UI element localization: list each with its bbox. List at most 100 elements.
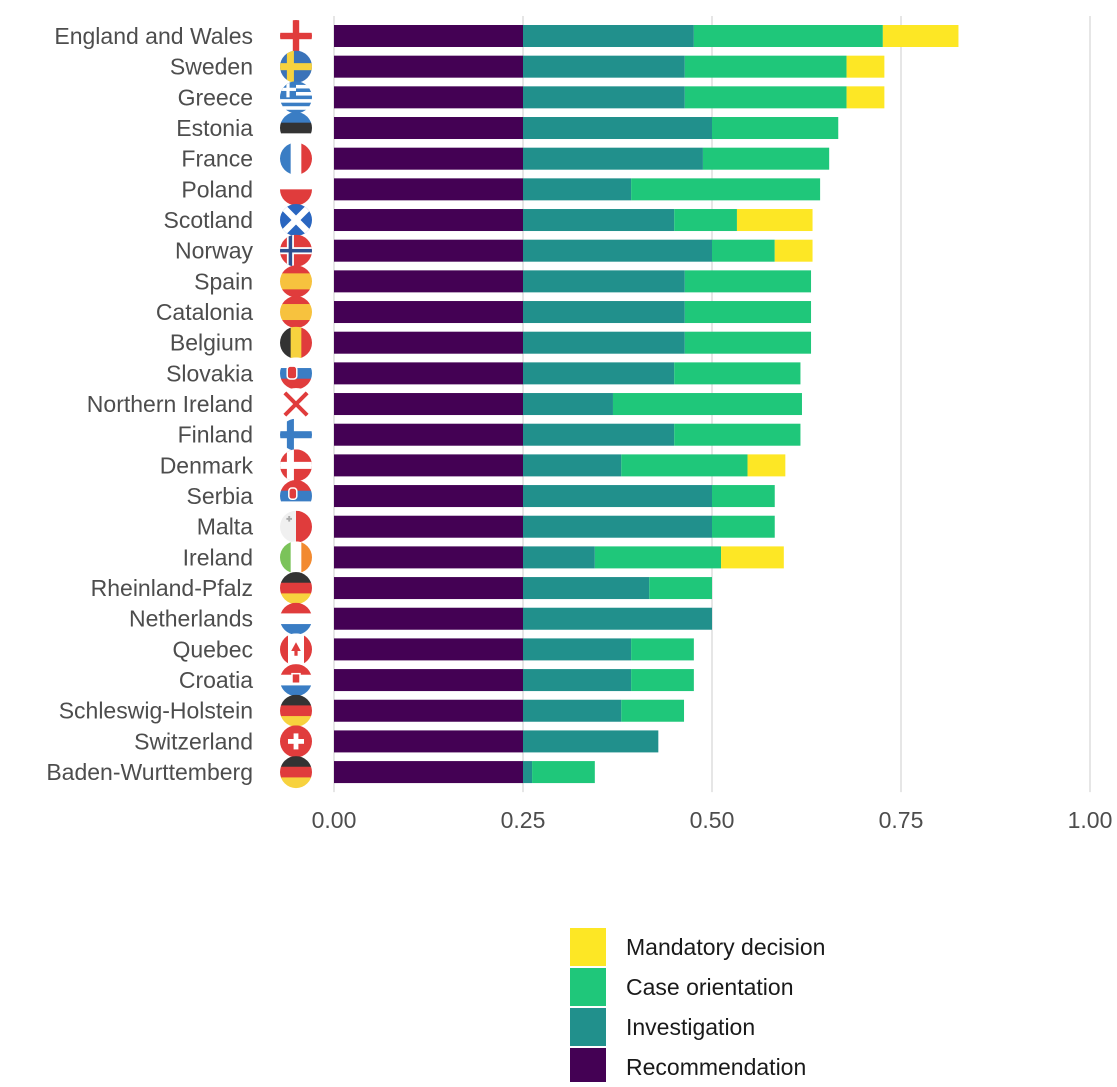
legend-label: Investigation	[626, 1014, 755, 1040]
bar-segment-recommendation	[334, 270, 523, 293]
sweden-flag-icon	[280, 50, 312, 83]
bar-segment-investigation	[523, 209, 675, 232]
bar-segment-recommendation	[334, 607, 523, 630]
serbia-flag-icon	[280, 480, 312, 513]
category-label: Northern Ireland	[87, 391, 253, 417]
bar-segment-case-orientation	[594, 546, 722, 569]
category-label: Belgium	[170, 330, 253, 356]
bar-segment-case-orientation	[712, 515, 775, 538]
bar-segment-case-orientation	[684, 331, 812, 354]
bar-segment-recommendation	[334, 699, 523, 722]
legend-swatch	[570, 968, 606, 1006]
bar-segment-mandatory-decision	[736, 209, 813, 232]
denmark-flag-icon	[280, 449, 312, 482]
spain-flag-icon	[280, 265, 312, 298]
bar-segment-investigation	[523, 301, 685, 324]
switzerland-flag-icon	[280, 725, 312, 758]
germany-flag-icon	[280, 694, 312, 727]
bar-segment-recommendation	[334, 730, 523, 753]
bar-segment-recommendation	[334, 485, 523, 508]
bar-segment-investigation	[523, 362, 675, 385]
legend: Mandatory decision Case orientation Invest…	[570, 928, 825, 1086]
category-label: Serbia	[187, 483, 254, 509]
bar-segment-case-orientation	[684, 270, 812, 293]
bar-segment-case-orientation	[684, 86, 847, 109]
bar-segment-case-orientation	[621, 699, 685, 722]
bar-segment-investigation	[523, 546, 595, 569]
legend-swatch	[570, 1008, 606, 1046]
category-label: Slovakia	[166, 360, 253, 386]
category-label: Greece	[178, 84, 253, 110]
bar-segment-case-orientation	[674, 209, 737, 232]
bar-segment-case-orientation	[674, 362, 801, 385]
category-label: Estonia	[176, 115, 253, 141]
bar-segment-investigation	[523, 25, 694, 47]
bar-segment-investigation	[523, 178, 632, 201]
bar-segment-investigation	[523, 270, 685, 293]
bar-segment-recommendation	[334, 86, 523, 109]
germany-flag-icon	[280, 572, 312, 605]
bar-segment-investigation	[523, 86, 685, 109]
bar-segment-investigation	[523, 55, 685, 78]
flags-layer	[280, 20, 312, 789]
bar-segment-recommendation	[334, 638, 523, 661]
bar-segment-case-orientation	[712, 239, 775, 262]
category-label: Quebec	[172, 636, 253, 662]
netherlands-flag-icon	[280, 602, 312, 635]
bar-segment-investigation	[523, 638, 632, 661]
bar-segment-investigation	[523, 147, 703, 170]
bar-segment-investigation	[523, 515, 712, 538]
category-label: England and Wales	[54, 23, 253, 49]
bar-segment-investigation	[523, 393, 613, 416]
finland-flag-icon	[280, 418, 312, 451]
slovakia-flag-icon	[280, 357, 312, 390]
bar-segment-case-orientation	[631, 669, 694, 692]
northern-ireland-flag-icon	[280, 388, 312, 421]
legend-item: Recommendation	[570, 1048, 806, 1086]
bar-segment-recommendation	[334, 209, 523, 232]
category-labels: England and Wales Sweden Greece Estonia Fran…	[46, 23, 253, 785]
belgium-flag-icon	[280, 326, 312, 359]
bar-segment-recommendation	[334, 362, 523, 385]
norway-flag-icon	[280, 234, 312, 267]
category-label: Spain	[194, 268, 253, 294]
legend-item: Mandatory decision	[570, 928, 825, 966]
estonia-flag-icon	[280, 112, 312, 145]
bar-segment-mandatory-decision	[846, 55, 885, 78]
bar-segment-recommendation	[334, 178, 523, 201]
category-label: France	[181, 146, 253, 172]
bar-segment-case-orientation	[532, 761, 595, 784]
bar-segment-investigation	[523, 607, 712, 630]
bar-segment-recommendation	[334, 669, 523, 692]
bar-segment-recommendation	[334, 454, 523, 477]
germany-flag-icon	[280, 756, 312, 789]
category-label: Finland	[178, 422, 253, 448]
x-tick-label: 1.00	[1068, 807, 1113, 833]
bar-segment-mandatory-decision	[882, 25, 959, 47]
legend-label: Mandatory decision	[626, 934, 825, 960]
scotland-flag-icon	[280, 204, 312, 237]
bar-segment-investigation	[523, 577, 650, 600]
bar-segment-recommendation	[334, 761, 523, 784]
category-label: Scotland	[163, 207, 253, 233]
bar-segment-recommendation	[334, 147, 523, 170]
bar-segment-investigation	[523, 239, 712, 262]
x-tick-label: 0.25	[501, 807, 546, 833]
category-label: Croatia	[179, 667, 253, 693]
bar-segment-recommendation	[334, 577, 523, 600]
x-tick-label: 0.50	[690, 807, 735, 833]
bar-segment-investigation	[523, 730, 659, 753]
bar-segment-investigation	[523, 423, 675, 446]
bar-segment-case-orientation	[612, 393, 802, 416]
catalonia-flag-icon	[280, 296, 312, 329]
poland-flag-icon	[280, 173, 312, 206]
bar-segment-case-orientation	[702, 147, 830, 170]
bar-segment-case-orientation	[674, 423, 801, 446]
bar-segment-mandatory-decision	[721, 546, 784, 569]
bar-segment-case-orientation	[712, 117, 839, 140]
category-label: Schleswig-Holstein	[59, 698, 253, 724]
category-label: Baden-Wurttemberg	[46, 759, 253, 785]
bar-segment-recommendation	[334, 515, 523, 538]
